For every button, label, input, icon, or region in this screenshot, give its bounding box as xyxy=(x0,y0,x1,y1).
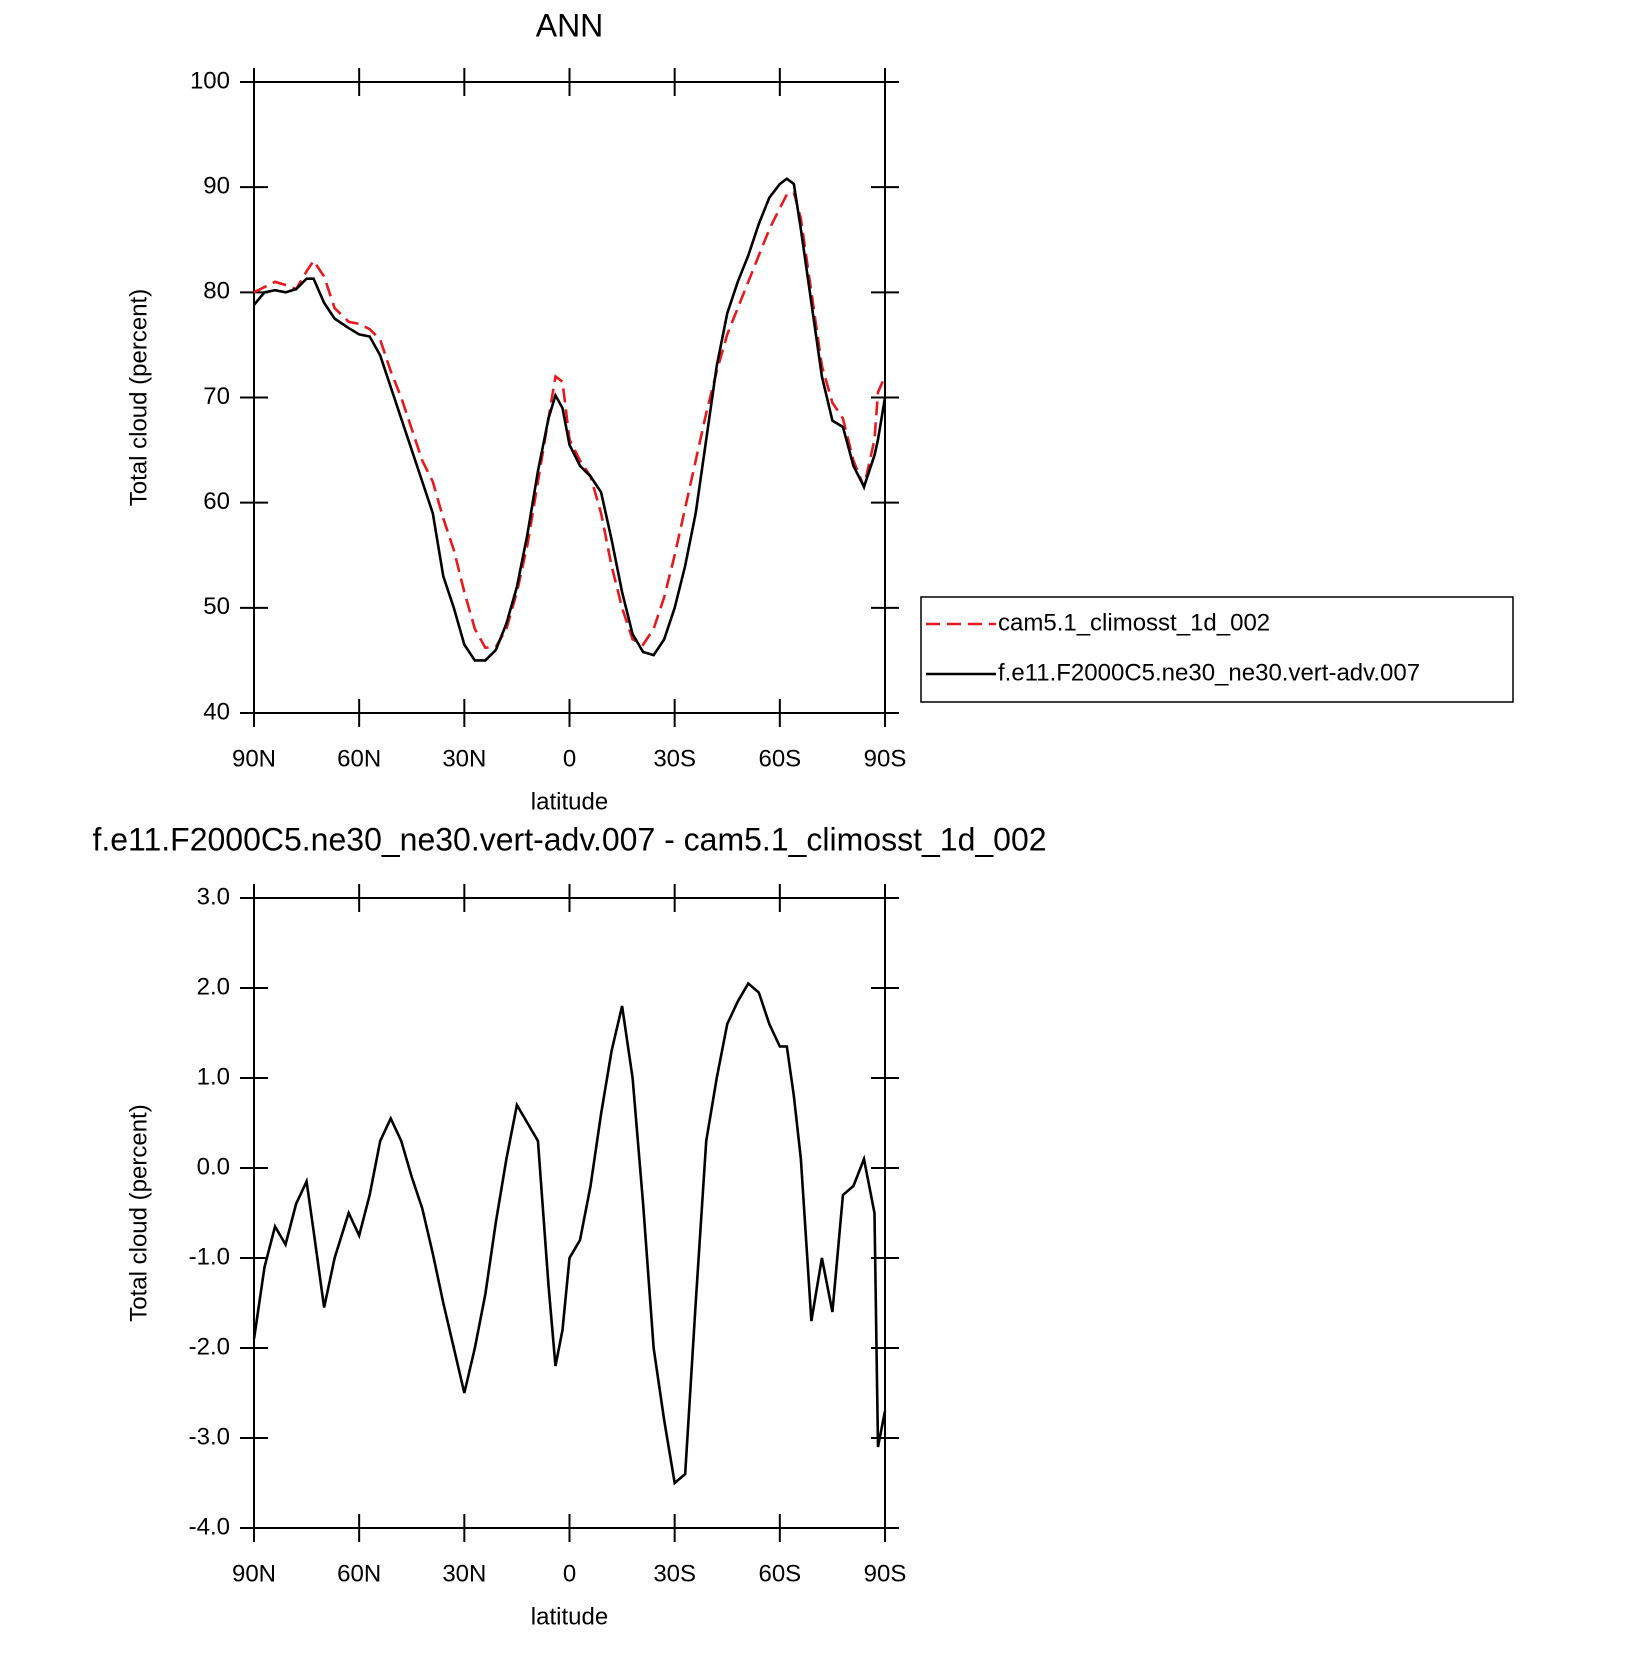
y-tick-label: 1.0 xyxy=(197,1063,230,1090)
y-tick-label: -1.0 xyxy=(189,1243,230,1270)
plot-frame xyxy=(253,897,886,1529)
y-axis-label: Total cloud (percent) xyxy=(125,1104,152,1321)
y-tick-label: 3.0 xyxy=(197,883,230,910)
data-line xyxy=(253,190,887,650)
legend-box xyxy=(920,596,1514,703)
x-tick-label: 0 xyxy=(563,1560,576,1587)
x-tick-label: 30N xyxy=(442,1560,486,1587)
x-tick-label: 30N xyxy=(442,745,486,772)
y-tick-label: 2.0 xyxy=(197,973,230,1000)
x-tick-label: 60N xyxy=(337,1560,381,1587)
x-tick-label: 60S xyxy=(758,1560,801,1587)
x-tick-label: 30S xyxy=(653,1560,696,1587)
y-tick-label: -2.0 xyxy=(189,1333,230,1360)
y-tick-label: 100 xyxy=(190,67,230,94)
y-tick-label: 70 xyxy=(203,383,230,410)
legend-label: cam5.1_climosst_1d_002 xyxy=(998,609,1270,636)
chart-title: ANN xyxy=(536,7,604,43)
x-tick-label: 90S xyxy=(864,1560,907,1587)
y-tick-label: 40 xyxy=(203,698,230,725)
legend-label: f.e11.F2000C5.ne30_ne30.vert-adv.007 xyxy=(998,659,1420,686)
y-tick-label: 60 xyxy=(203,488,230,515)
y-tick-label: 0.0 xyxy=(197,1153,230,1180)
y-axis-label: Total cloud (percent) xyxy=(125,289,152,506)
chart-title: f.e11.F2000C5.ne30_ne30.vert-adv.007 - c… xyxy=(92,821,1046,857)
y-tick-label: -3.0 xyxy=(189,1423,230,1450)
y-tick-label: -4.0 xyxy=(189,1513,230,1540)
x-tick-label: 90S xyxy=(864,745,907,772)
x-axis-label: latitude xyxy=(531,788,608,815)
x-tick-label: 60N xyxy=(337,745,381,772)
plot-frame xyxy=(253,81,886,714)
x-tick-label: 90N xyxy=(232,1560,276,1587)
x-tick-label: 60S xyxy=(758,745,801,772)
x-tick-label: 0 xyxy=(563,745,576,772)
x-tick-label: 30S xyxy=(653,745,696,772)
x-tick-label: 90N xyxy=(232,745,276,772)
data-line xyxy=(253,177,887,662)
y-tick-label: 80 xyxy=(203,278,230,305)
y-tick-label: 50 xyxy=(203,593,230,620)
x-axis-label: latitude xyxy=(531,1603,608,1630)
data-line xyxy=(252,981,887,1486)
y-tick-label: 90 xyxy=(203,173,230,200)
